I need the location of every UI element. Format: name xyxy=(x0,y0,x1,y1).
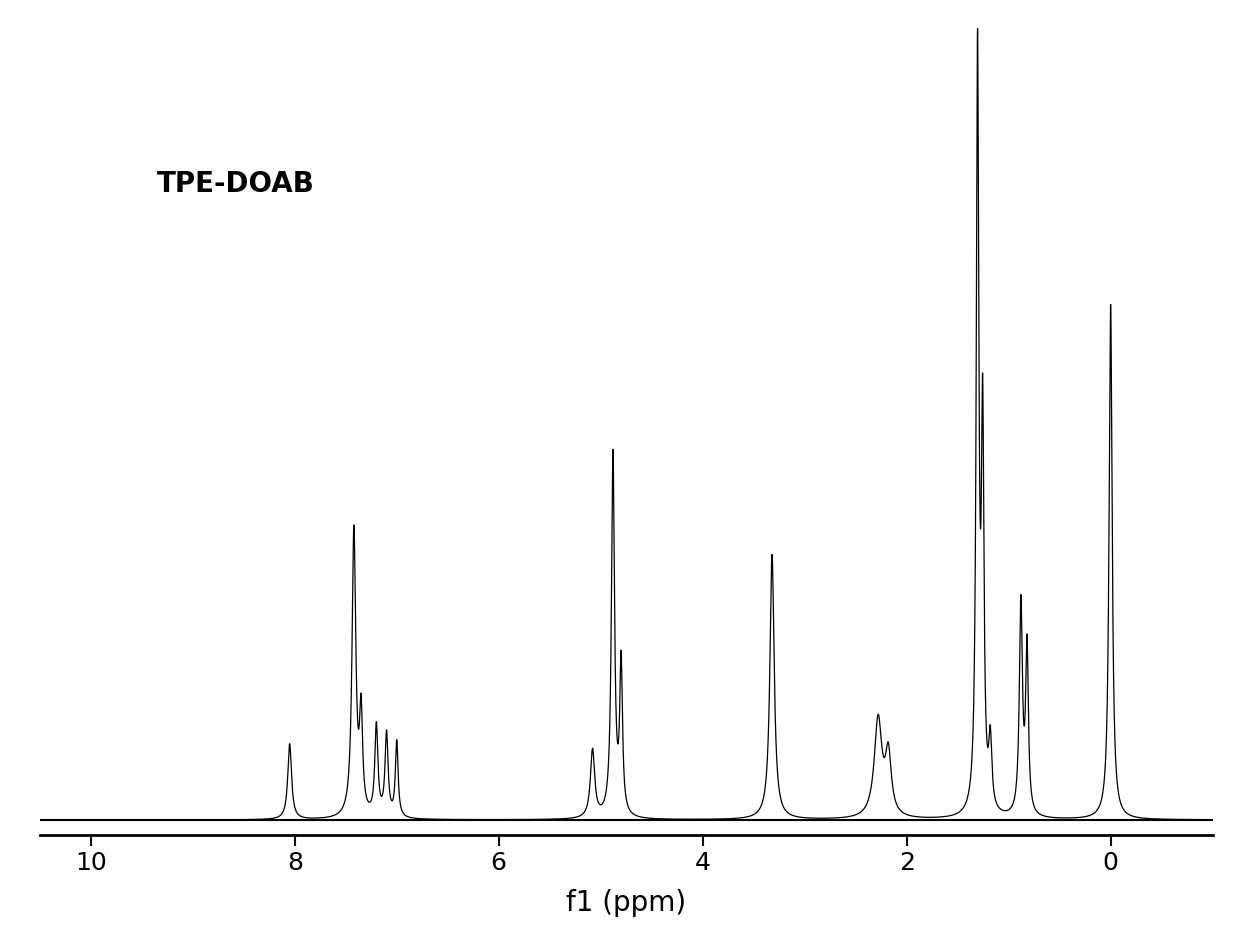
Text: TPE-DOAB: TPE-DOAB xyxy=(157,170,315,199)
X-axis label: f1 (ppm): f1 (ppm) xyxy=(567,889,686,917)
